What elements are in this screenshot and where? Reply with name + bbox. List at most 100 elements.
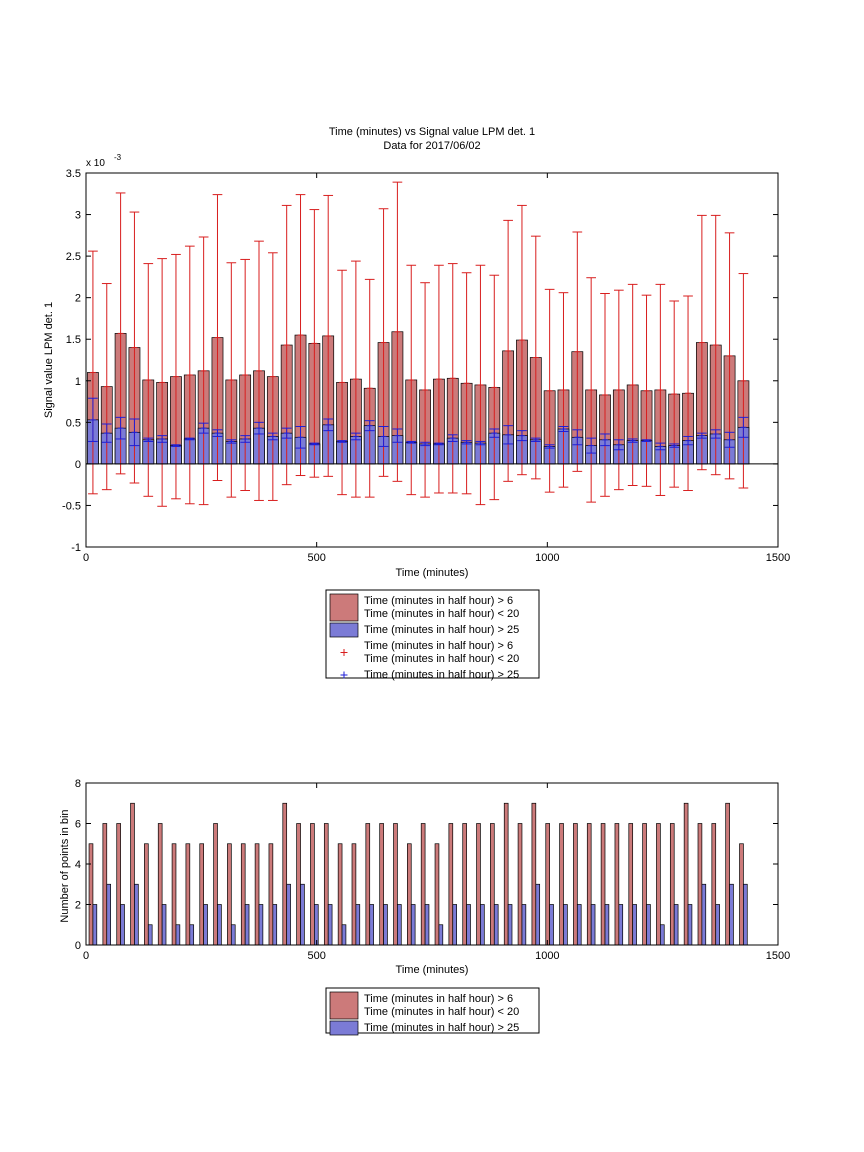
error-bar (88, 250, 98, 495)
legend-entry-2: Time (minutes in half hour) > 25 (329, 622, 519, 638)
legend-label: Time (minutes in half hour) > 25 (364, 624, 519, 636)
bar (614, 823, 620, 946)
bar (466, 904, 471, 946)
bar (517, 823, 523, 946)
bar (161, 904, 167, 946)
error-bar (724, 431, 735, 448)
bar (590, 904, 596, 946)
legend-entry-4: Time (minutes in half hour) > 25 (340, 669, 519, 681)
legend-swatch (329, 593, 359, 622)
error-bar (434, 442, 444, 446)
bar (503, 802, 509, 946)
bar (106, 883, 111, 946)
error-bar (600, 293, 610, 497)
error-bar (489, 274, 500, 501)
error-bar (143, 263, 154, 497)
error-bar (101, 283, 112, 491)
bar (687, 904, 693, 946)
series-2 (92, 883, 748, 946)
chart-title: Time (minutes) vs Signal value LPM det. … (329, 126, 535, 138)
error-bar (364, 278, 375, 498)
legend-label-line: Time (minutes in half hour) > 6 (364, 640, 513, 652)
bar (203, 904, 208, 946)
bar (147, 924, 153, 946)
error-bar (226, 262, 237, 498)
bar (199, 843, 204, 946)
error-bar (171, 444, 181, 447)
x-tick-label: 500 (307, 552, 325, 564)
error-bar (295, 425, 306, 449)
legend-label-line: Time (minutes in half hour) > 25 (364, 1022, 519, 1034)
error-bar (627, 438, 638, 443)
error-bar (641, 294, 652, 487)
bar (669, 823, 675, 946)
bar (282, 802, 288, 946)
error-bar (738, 273, 749, 489)
y-tick-label: 3.5 (66, 168, 81, 180)
error-bar (461, 272, 472, 495)
legend-swatch (329, 991, 359, 1020)
count-plot-area: 0 500 1000 1500 0 2 4 6 8 (75, 778, 790, 962)
y-tick-label: 1 (75, 376, 81, 388)
bar (323, 823, 329, 946)
bar (531, 802, 537, 946)
error-bar (88, 397, 98, 442)
bar (628, 823, 634, 946)
exponent-power: -3 (114, 153, 122, 162)
bar (725, 802, 730, 946)
bar (102, 823, 108, 946)
bar (268, 843, 274, 946)
bar (314, 904, 319, 946)
error-bar (447, 434, 458, 442)
bar (632, 904, 637, 946)
y-tick-label: 4 (75, 859, 81, 871)
bar (397, 904, 402, 946)
bar (493, 904, 499, 946)
bar (393, 823, 398, 946)
bar (480, 904, 485, 946)
bar (310, 823, 315, 946)
error-bar (544, 288, 555, 493)
error-bar (267, 252, 278, 501)
y-tick-label: 2.5 (66, 251, 81, 263)
count-legend: Time (minutes in half hour) > 6 Time (min… (325, 987, 540, 1036)
error-bar (309, 209, 320, 478)
bar (286, 883, 291, 946)
bar (424, 904, 430, 946)
bar (144, 843, 149, 946)
bar (697, 823, 703, 946)
error-bar (669, 443, 680, 448)
bar (729, 883, 734, 946)
legend-entry-1: Time (minutes in half hour) > 6 Time (min… (329, 991, 519, 1020)
bar (448, 823, 454, 946)
bar (462, 823, 467, 946)
legend-label-line: Time (minutes in half hour) < 20 (364, 1006, 519, 1018)
error-bar (157, 258, 167, 507)
error-bar (267, 432, 278, 441)
error-bar (613, 439, 624, 451)
exponent-label: x 10 (86, 158, 105, 169)
axes-frame (85, 172, 779, 548)
error-bar (738, 416, 749, 438)
legend-entry-2: Time (minutes in half hour) > 25 (329, 1020, 519, 1036)
error-bar (517, 430, 527, 442)
bar (230, 924, 236, 946)
legend-label-line: Time (minutes in half hour) < 20 (364, 653, 519, 665)
bar (535, 883, 541, 946)
error-bar (337, 440, 347, 443)
error-bar (364, 420, 375, 432)
x-tick-label: 500 (307, 950, 325, 962)
bar (586, 823, 592, 946)
bar (563, 904, 568, 946)
error-bar (323, 418, 334, 432)
bar (490, 823, 495, 946)
bar (120, 904, 125, 946)
error-bar (600, 433, 610, 447)
bar (365, 823, 371, 946)
bar (576, 904, 582, 946)
bar (175, 924, 181, 946)
bar (660, 924, 665, 946)
bar (507, 904, 513, 946)
bar (407, 843, 412, 946)
error-bar (530, 437, 541, 442)
